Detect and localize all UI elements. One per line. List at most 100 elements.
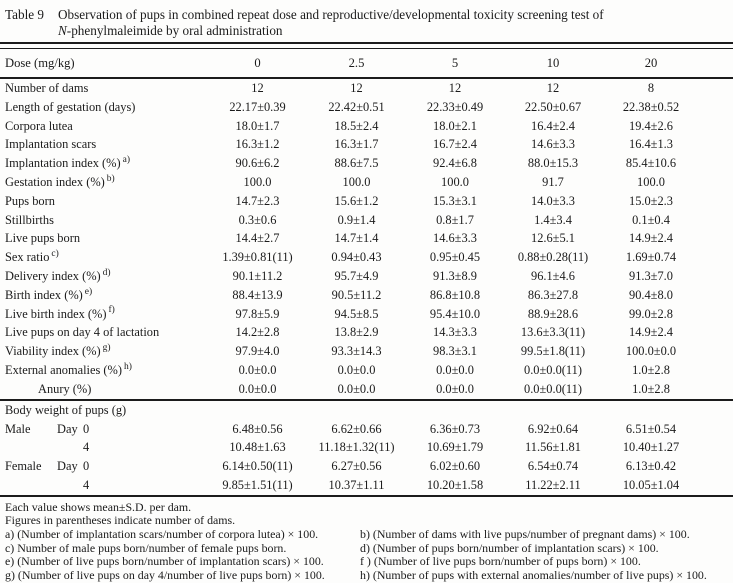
data-cell: 91.3±8.9 [433, 268, 477, 283]
data-cell: 6.48±0.56 [232, 421, 283, 436]
data-cell: 0.0±0.0(11) [524, 381, 582, 396]
footnote-right: h) (Number of pups with external anomali… [360, 567, 707, 582]
row-label: Live pups born [5, 231, 81, 246]
data-cell: 19.4±2.6 [629, 118, 673, 133]
row-label: External anomalies (%) h) [5, 361, 132, 377]
footnote-left: g) (Number of live pups on day 4/number … [5, 567, 325, 582]
body-weight-row: Male Day 0 6.48±0.56 6.62±0.66 6.36±0.73 6.92±… [0, 420, 733, 439]
data-cell: 6.54±0.74 [527, 459, 579, 474]
data-cell: 86.8±10.8 [429, 287, 481, 302]
row-label: Length of gestation (days) [5, 99, 136, 114]
footnote-left: c) Number of male pups born/number of fe… [5, 540, 287, 555]
data-cell: 0.0±0.0 [238, 362, 277, 377]
table-row: Delivery index (%) d) 90.1±11.2 95.7±4.9 91.… [0, 267, 733, 286]
footnote-right: d) (Number of pups born/number of implan… [360, 540, 659, 555]
data-cell: 12 [350, 81, 363, 95]
row-label: Delivery index (%) d) [5, 267, 111, 283]
data-cell: 1.4±3.4 [534, 212, 572, 227]
body-weight-row: 4 10.48±1.63 11.18±1.32(11) 10.69±1.79 11.56… [0, 438, 733, 457]
data-cell: 86.3±27.8 [527, 287, 579, 302]
data-cell: 6.92±0.64 [527, 421, 579, 436]
data-cell: 14.7±1.4 [334, 231, 379, 246]
row-label: Viability index (%) g) [5, 343, 111, 359]
footnote-marker: b) [106, 173, 115, 184]
data-cell: 0.94±0.43 [331, 250, 382, 265]
data-cell: 88.0±15.3 [527, 156, 579, 171]
data-cell: 92.4±6.8 [433, 156, 477, 171]
dose-label: Dose (mg/kg) [5, 56, 75, 70]
footnote-marker: e) [84, 286, 93, 297]
table-row: Stillbirths 0.3±0.6 0.9±1.4 0.8±1.7 1.4±3.4 0… [0, 211, 733, 230]
data-cell: 11.18±1.32(11) [318, 440, 395, 455]
header-rule [0, 77, 733, 79]
body-weight-row-label: 4 [0, 476, 208, 495]
body-weight-row: 4 9.85±1.51(11) 10.37±1.11 10.20±1.58 11.22±… [0, 476, 733, 495]
data-cell: 6.13±0.42 [625, 459, 677, 474]
footnote-marker: g) [102, 343, 111, 354]
footnote-right: f ) (Number of live pups born/number of … [360, 554, 641, 569]
data-cell: 12.6±5.1 [531, 231, 575, 246]
data-cell: 0.0±0.0 [337, 381, 376, 396]
row-label: Anury (%) [38, 381, 92, 396]
data-cell: 15.3±3.1 [433, 193, 477, 208]
table-row: Live pups born 14.4±2.7 14.7±1.4 14.6±3.3 12… [0, 229, 733, 248]
row-label: Implantation index (%) a) [5, 155, 131, 171]
data-cell: 18.0±1.7 [235, 118, 280, 133]
data-cell: 0.8±1.7 [436, 212, 474, 227]
data-cell: 8 [647, 81, 655, 95]
data-cell: 22.17±0.39 [229, 99, 286, 114]
footnote-pair-row: a) (Number of implantation scars/number … [5, 527, 733, 542]
dose-value: 2.5 [348, 56, 365, 70]
data-cell: 15.0±2.3 [629, 193, 673, 208]
data-cell: 0.0±0.0 [337, 362, 376, 377]
table-row: Pups born 14.7±2.3 15.6±1.2 15.3±3.1 14.0±3.… [0, 192, 733, 211]
caption-line1: Observation of pups in combined repeat d… [58, 7, 604, 22]
table-number: Table 9 [5, 7, 44, 22]
data-cell: 1.69±0.74 [625, 250, 677, 265]
data-cell: 85.4±10.6 [625, 156, 677, 171]
sex-label: Female [5, 459, 42, 474]
data-cell: 12 [546, 81, 560, 95]
footnote-marker: a) [122, 155, 131, 166]
dose-value: 20 [644, 56, 658, 70]
row-label: Gestation index (%) b) [5, 173, 115, 189]
data-cell: 0.1±0.4 [632, 212, 670, 227]
data-cell: 14.0±3.3 [531, 193, 575, 208]
table-caption: Table 9 Observation of pups in combined … [0, 0, 733, 39]
data-cell: 88.9±28.6 [527, 306, 579, 321]
footnote-parentheses: Figures in parentheses indicate number o… [5, 513, 236, 528]
body-weight-rows: Male Day 0 6.48±0.56 6.62±0.66 6.36±0.73 6.92±… [0, 420, 733, 495]
row-label: Stillbirths [5, 212, 54, 227]
dose-value: 10 [546, 56, 560, 70]
data-cell: 6.51±0.54 [625, 421, 677, 436]
data-cell: 12 [251, 81, 264, 95]
data-cell: 96.1±4.6 [531, 268, 575, 283]
footnote-marker: f) [108, 305, 115, 316]
table-row: Corpora lutea 18.0±1.7 18.5±2.4 18.0±2.1 16.… [0, 117, 733, 136]
data-cell: 11.22±2.11 [525, 477, 581, 492]
data-cell: 6.36±0.73 [429, 421, 481, 436]
data-cell: 99.0±2.8 [629, 306, 673, 321]
data-cell: 14.6±3.3 [433, 231, 477, 246]
data-cell: 88.6±7.5 [334, 156, 379, 171]
sex-label: Male [5, 421, 31, 436]
data-cell: 14.3±3.3 [433, 325, 477, 340]
header-row: Dose (mg/kg) 0 2.5 5 10 20 [0, 49, 733, 77]
data-cell: 90.6±6.2 [235, 156, 280, 171]
table-row: Length of gestation (days) 22.17±0.39 22.4… [0, 98, 733, 117]
data-cell: 91.3±7.0 [629, 268, 673, 283]
data-cell: 13.6±3.3(11) [520, 325, 586, 340]
data-cell: 22.33±0.49 [426, 99, 484, 114]
data-cell: 18.5±2.4 [334, 118, 379, 133]
data-cell: 100.0 [243, 174, 272, 189]
data-cell: 95.7±4.9 [334, 268, 379, 283]
table-row: Sex ratio c) 1.39±0.81(11) 0.94±0.43 0.95±0.… [0, 248, 733, 267]
table-row: Implantation index (%) a) 90.6±6.2 88.6±7.5… [0, 154, 733, 173]
data-cell: 0.9±1.4 [337, 212, 376, 227]
table-row: Implantation scars 16.3±1.2 16.3±1.7 16.7±2… [0, 135, 733, 154]
footnote-mean-sd: Each value shows mean±S.D. per dam. [5, 499, 192, 514]
data-cell: 10.20±1.58 [426, 477, 484, 492]
day-number: 4 [83, 440, 90, 455]
data-cell: 22.42±0.51 [328, 99, 385, 114]
